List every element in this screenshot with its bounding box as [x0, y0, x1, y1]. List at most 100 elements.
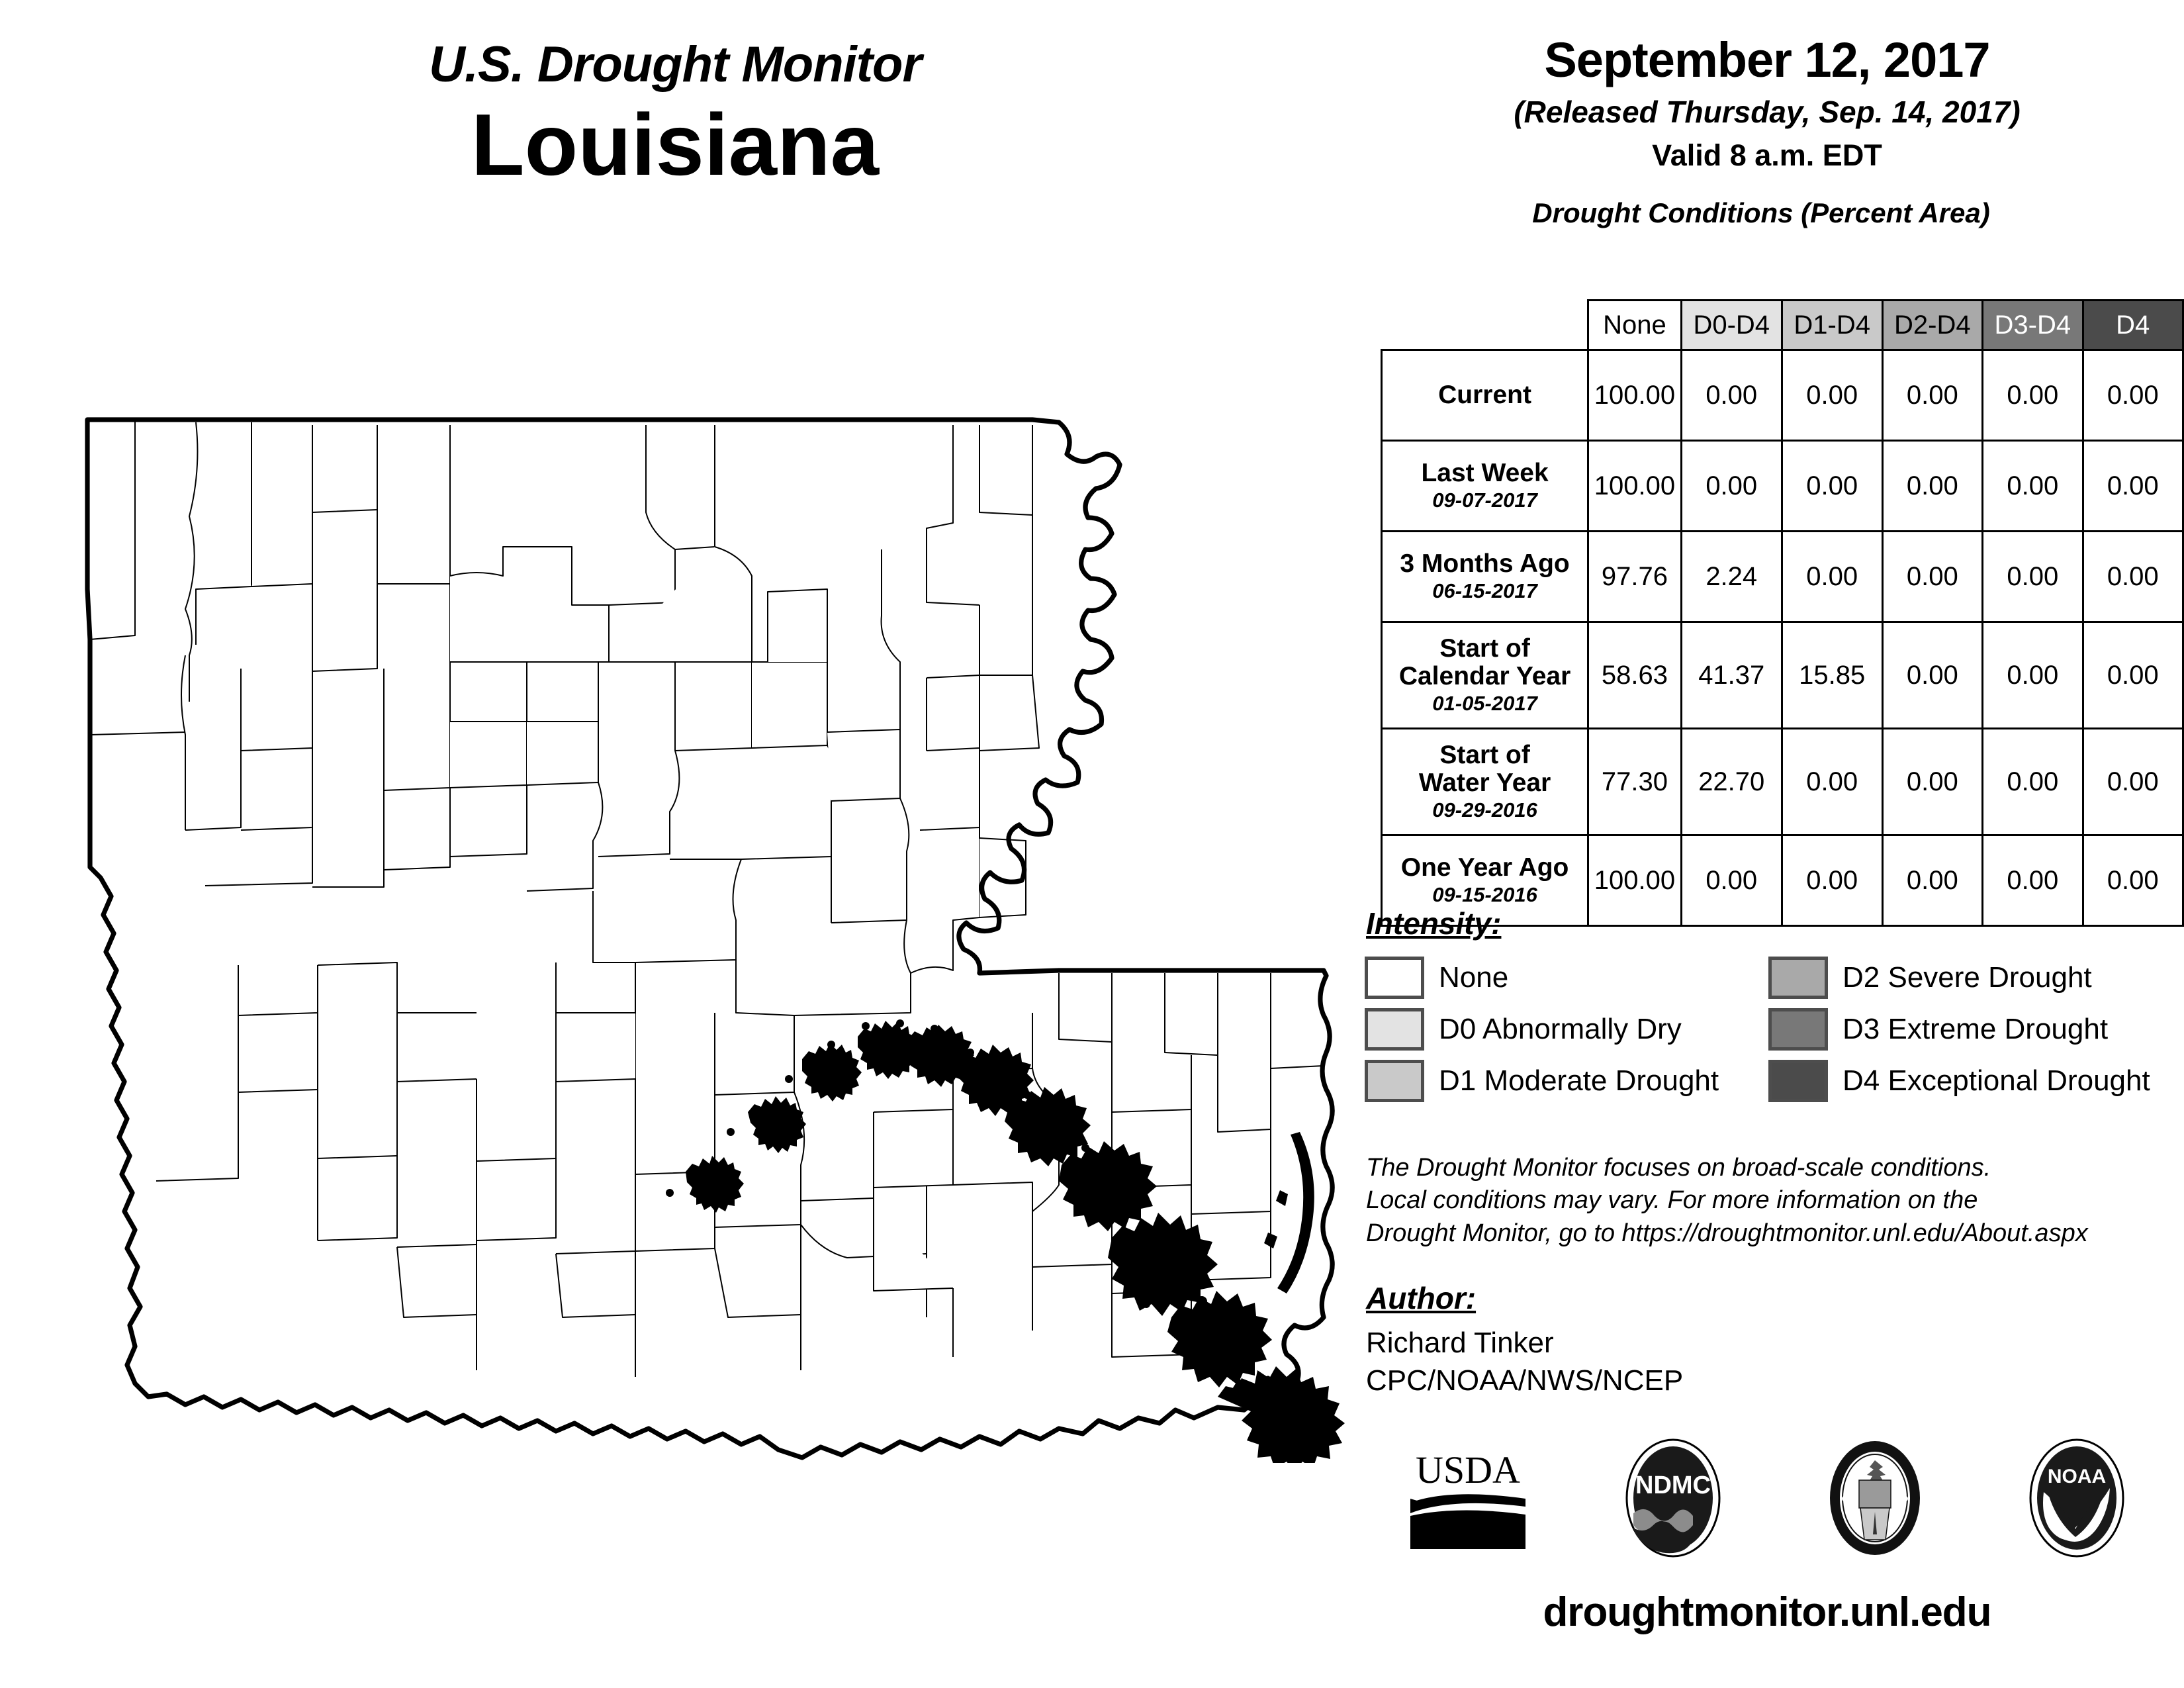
cell-value: 0.00	[1881, 349, 1984, 442]
valid-date: September 12, 2017	[1544, 32, 1990, 87]
author-block: Richard Tinker CPC/NOAA/NWS/NCEP	[1366, 1324, 1683, 1399]
legend-item: None	[1365, 952, 1768, 1004]
doc-logo[interactable]	[1815, 1435, 1934, 1564]
row-label-text: Last Week	[1421, 459, 1549, 488]
cell-value: 0.00	[1680, 834, 1783, 927]
cell-value: 100.00	[1587, 349, 1682, 442]
legend-label: D1 Moderate Drought	[1439, 1064, 1719, 1097]
cell-value: 0.00	[1881, 727, 1984, 836]
row-label-date: 01-05-2017	[1432, 692, 1537, 716]
intensity-heading: Intensity:	[1366, 906, 1502, 941]
row-label-date: 09-15-2016	[1432, 883, 1537, 907]
legend-label: D2 Severe Drought	[1843, 961, 2092, 994]
disclaimer-line: Local conditions may vary. For more info…	[1366, 1186, 1978, 1215]
cell-value: 0.00	[1981, 440, 2084, 532]
legend-label: None	[1439, 961, 1509, 994]
noaa-logo[interactable]: NOAA	[2017, 1435, 2136, 1564]
cell-value: 0.00	[1981, 727, 2084, 836]
cell-value: 0.00	[2081, 834, 2184, 927]
table-row: Last Week 09-07-2017 100.00 0.00 0.00 0.00 0.0…	[1380, 440, 2184, 532]
cell-value: 0.00	[1680, 440, 1783, 532]
row-label-date: 09-29-2016	[1432, 798, 1537, 822]
row-label: Last Week 09-07-2017	[1380, 440, 1590, 532]
cell-value: 0.00	[2081, 530, 2184, 623]
column-header-d4: D4	[2081, 299, 2184, 351]
table-caption: Drought Conditions (Percent Area)	[1532, 197, 1990, 228]
agency-logos: USDA NDMC	[1363, 1423, 2177, 1575]
site-url[interactable]: droughtmonitor.unl.edu	[1543, 1589, 1991, 1635]
table-row: One Year Ago 09-15-2016 100.00 0.00 0.00 0.00…	[1380, 834, 2184, 927]
cell-value: 0.00	[1780, 530, 1884, 623]
ndmc-logo-svg: NDMC	[1625, 1438, 1720, 1557]
cell-value: 41.37	[1680, 621, 1783, 729]
legend-swatch	[1768, 1060, 1828, 1102]
cell-value: 0.00	[1881, 440, 1984, 532]
cell-value: 0.00	[2081, 727, 2184, 836]
table-row: 3 Months Ago 06-15-2017 97.76 2.24 0.00 0.00 0…	[1380, 530, 2184, 623]
cell-value: 97.76	[1587, 530, 1682, 623]
cell-value: 0.00	[1780, 440, 1884, 532]
title-block: U.S. Drought Monitor Louisiana	[0, 40, 1350, 191]
row-label: Current	[1380, 349, 1590, 442]
row-label: One Year Ago 09-15-2016	[1380, 834, 1590, 927]
cell-value: 0.00	[1981, 834, 2084, 927]
cell-value: 22.70	[1680, 727, 1783, 836]
usda-logo-text: USDA	[1416, 1448, 1520, 1491]
table-row: Start of Water Year 09-29-2016 77.30 22.70 0.…	[1380, 727, 2184, 836]
column-header-d1-d4: D1-D4	[1780, 299, 1884, 351]
cell-value: 0.00	[1680, 349, 1783, 442]
intensity-legend: None D2 Severe Drought D0 Abnormally Dry D3…	[1365, 952, 2172, 1107]
legend-label: D3 Extreme Drought	[1843, 1013, 2109, 1045]
doc-logo-svg	[1829, 1440, 1920, 1555]
legend-item: D1 Moderate Drought	[1365, 1055, 1768, 1107]
usda-logo[interactable]: USDA	[1405, 1442, 1531, 1558]
cell-value: 0.00	[1881, 834, 1984, 927]
drought-conditions-table: None D0-D4 D1-D4 D2-D4 D3-D4 D4 Current 100.00 0…	[1380, 299, 2184, 927]
cell-value: 0.00	[1780, 349, 1884, 442]
cell-value: 100.00	[1587, 440, 1682, 532]
legend-item: D3 Extreme Drought	[1768, 1004, 2172, 1055]
table-header-row: None D0-D4 D1-D4 D2-D4 D3-D4 D4	[1382, 299, 2184, 351]
row-label-text: Start of Water Year	[1418, 741, 1551, 798]
cell-value: 0.00	[2081, 349, 2184, 442]
cell-value: 0.00	[1881, 621, 1984, 729]
cell-value: 0.00	[1981, 621, 2084, 729]
usda-logo-svg: USDA	[1410, 1448, 1525, 1549]
cell-value: 58.63	[1587, 621, 1682, 729]
cell-value: 77.30	[1587, 727, 1682, 836]
legend-item: D4 Exceptional Drought	[1768, 1055, 2172, 1107]
column-header-d3-d4: D3-D4	[1981, 299, 2084, 351]
row-label-text: Current	[1438, 380, 1531, 409]
header-spacer	[1382, 301, 1588, 350]
row-label: Start of Calendar Year 01-05-2017	[1380, 621, 1590, 729]
legend-item: D0 Abnormally Dry	[1365, 1004, 1768, 1055]
row-label-text: 3 Months Ago	[1400, 549, 1570, 579]
legend-swatch	[1365, 1008, 1424, 1051]
column-header-d0-d4: D0-D4	[1680, 299, 1783, 351]
date-block: September 12, 2017 (Released Thursday, S…	[1350, 0, 2184, 172]
louisiana-parish-map[interactable]	[53, 391, 1350, 1463]
author-affiliation: CPC/NOAA/NWS/NCEP	[1366, 1364, 1684, 1397]
ndmc-logo[interactable]: NDMC	[1614, 1435, 1733, 1564]
cell-value: 15.85	[1780, 621, 1884, 729]
ndmc-logo-text: NDMC	[1635, 1472, 1711, 1499]
row-label-date: 06-15-2017	[1432, 579, 1537, 603]
legend-label: D0 Abnormally Dry	[1439, 1013, 1682, 1045]
disclaimer-line: Drought Monitor, go to https://droughtmo…	[1366, 1219, 2088, 1247]
table-row: Current 100.00 0.00 0.00 0.00 0.00 0.00	[1380, 349, 2184, 442]
row-label: 3 Months Ago 06-15-2017	[1380, 530, 1590, 623]
cell-value: 0.00	[1780, 834, 1884, 927]
map-svg	[85, 417, 1345, 1463]
legend-swatch	[1365, 1060, 1424, 1102]
legend-item: D2 Severe Drought	[1768, 952, 2172, 1004]
state-title: Louisiana	[471, 96, 880, 193]
disclaimer-text: The Drought Monitor focuses on broad-sca…	[1366, 1152, 2180, 1250]
row-label-date: 09-07-2017	[1432, 489, 1537, 512]
release-date: (Released Thursday, Sep. 14, 2017)	[1514, 94, 2021, 129]
row-label-text: Start of Calendar Year	[1398, 634, 1571, 691]
right-panel: September 12, 2017 (Released Thursday, S…	[1350, 0, 2184, 1688]
column-header-d2-d4: D2-D4	[1881, 299, 1984, 351]
author-heading: Author:	[1366, 1281, 1477, 1315]
disclaimer-line: The Drought Monitor focuses on broad-sca…	[1366, 1154, 1991, 1182]
cell-value: 2.24	[1680, 530, 1783, 623]
